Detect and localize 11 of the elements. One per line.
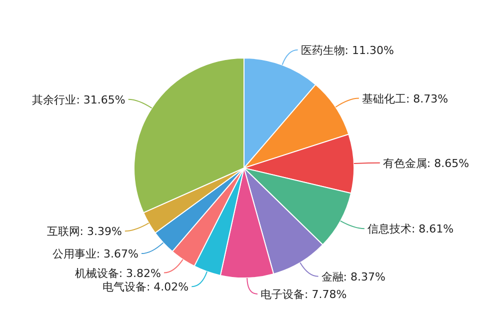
slice-label: 电子设备: 7.78%	[260, 288, 347, 301]
slice-label: 医药生物: 11.30%	[300, 44, 394, 57]
slice-label: 金融: 8.37%	[321, 270, 386, 284]
slice-label: 基础化工: 8.73%	[362, 92, 448, 106]
slice-label: 有色金属: 8.65%	[382, 156, 470, 170]
slice-label: 电气设备: 4.02%	[102, 280, 189, 294]
slice-label: 公用事业: 3.67%	[52, 248, 138, 261]
slice-label: 机械设备: 3.82%	[74, 266, 161, 280]
slice-label: 其余行业: 31.65%	[32, 93, 126, 106]
slice-label: 信息技术: 8.61%	[367, 222, 454, 236]
slice-label: 互联网: 3.39%	[46, 225, 122, 238]
